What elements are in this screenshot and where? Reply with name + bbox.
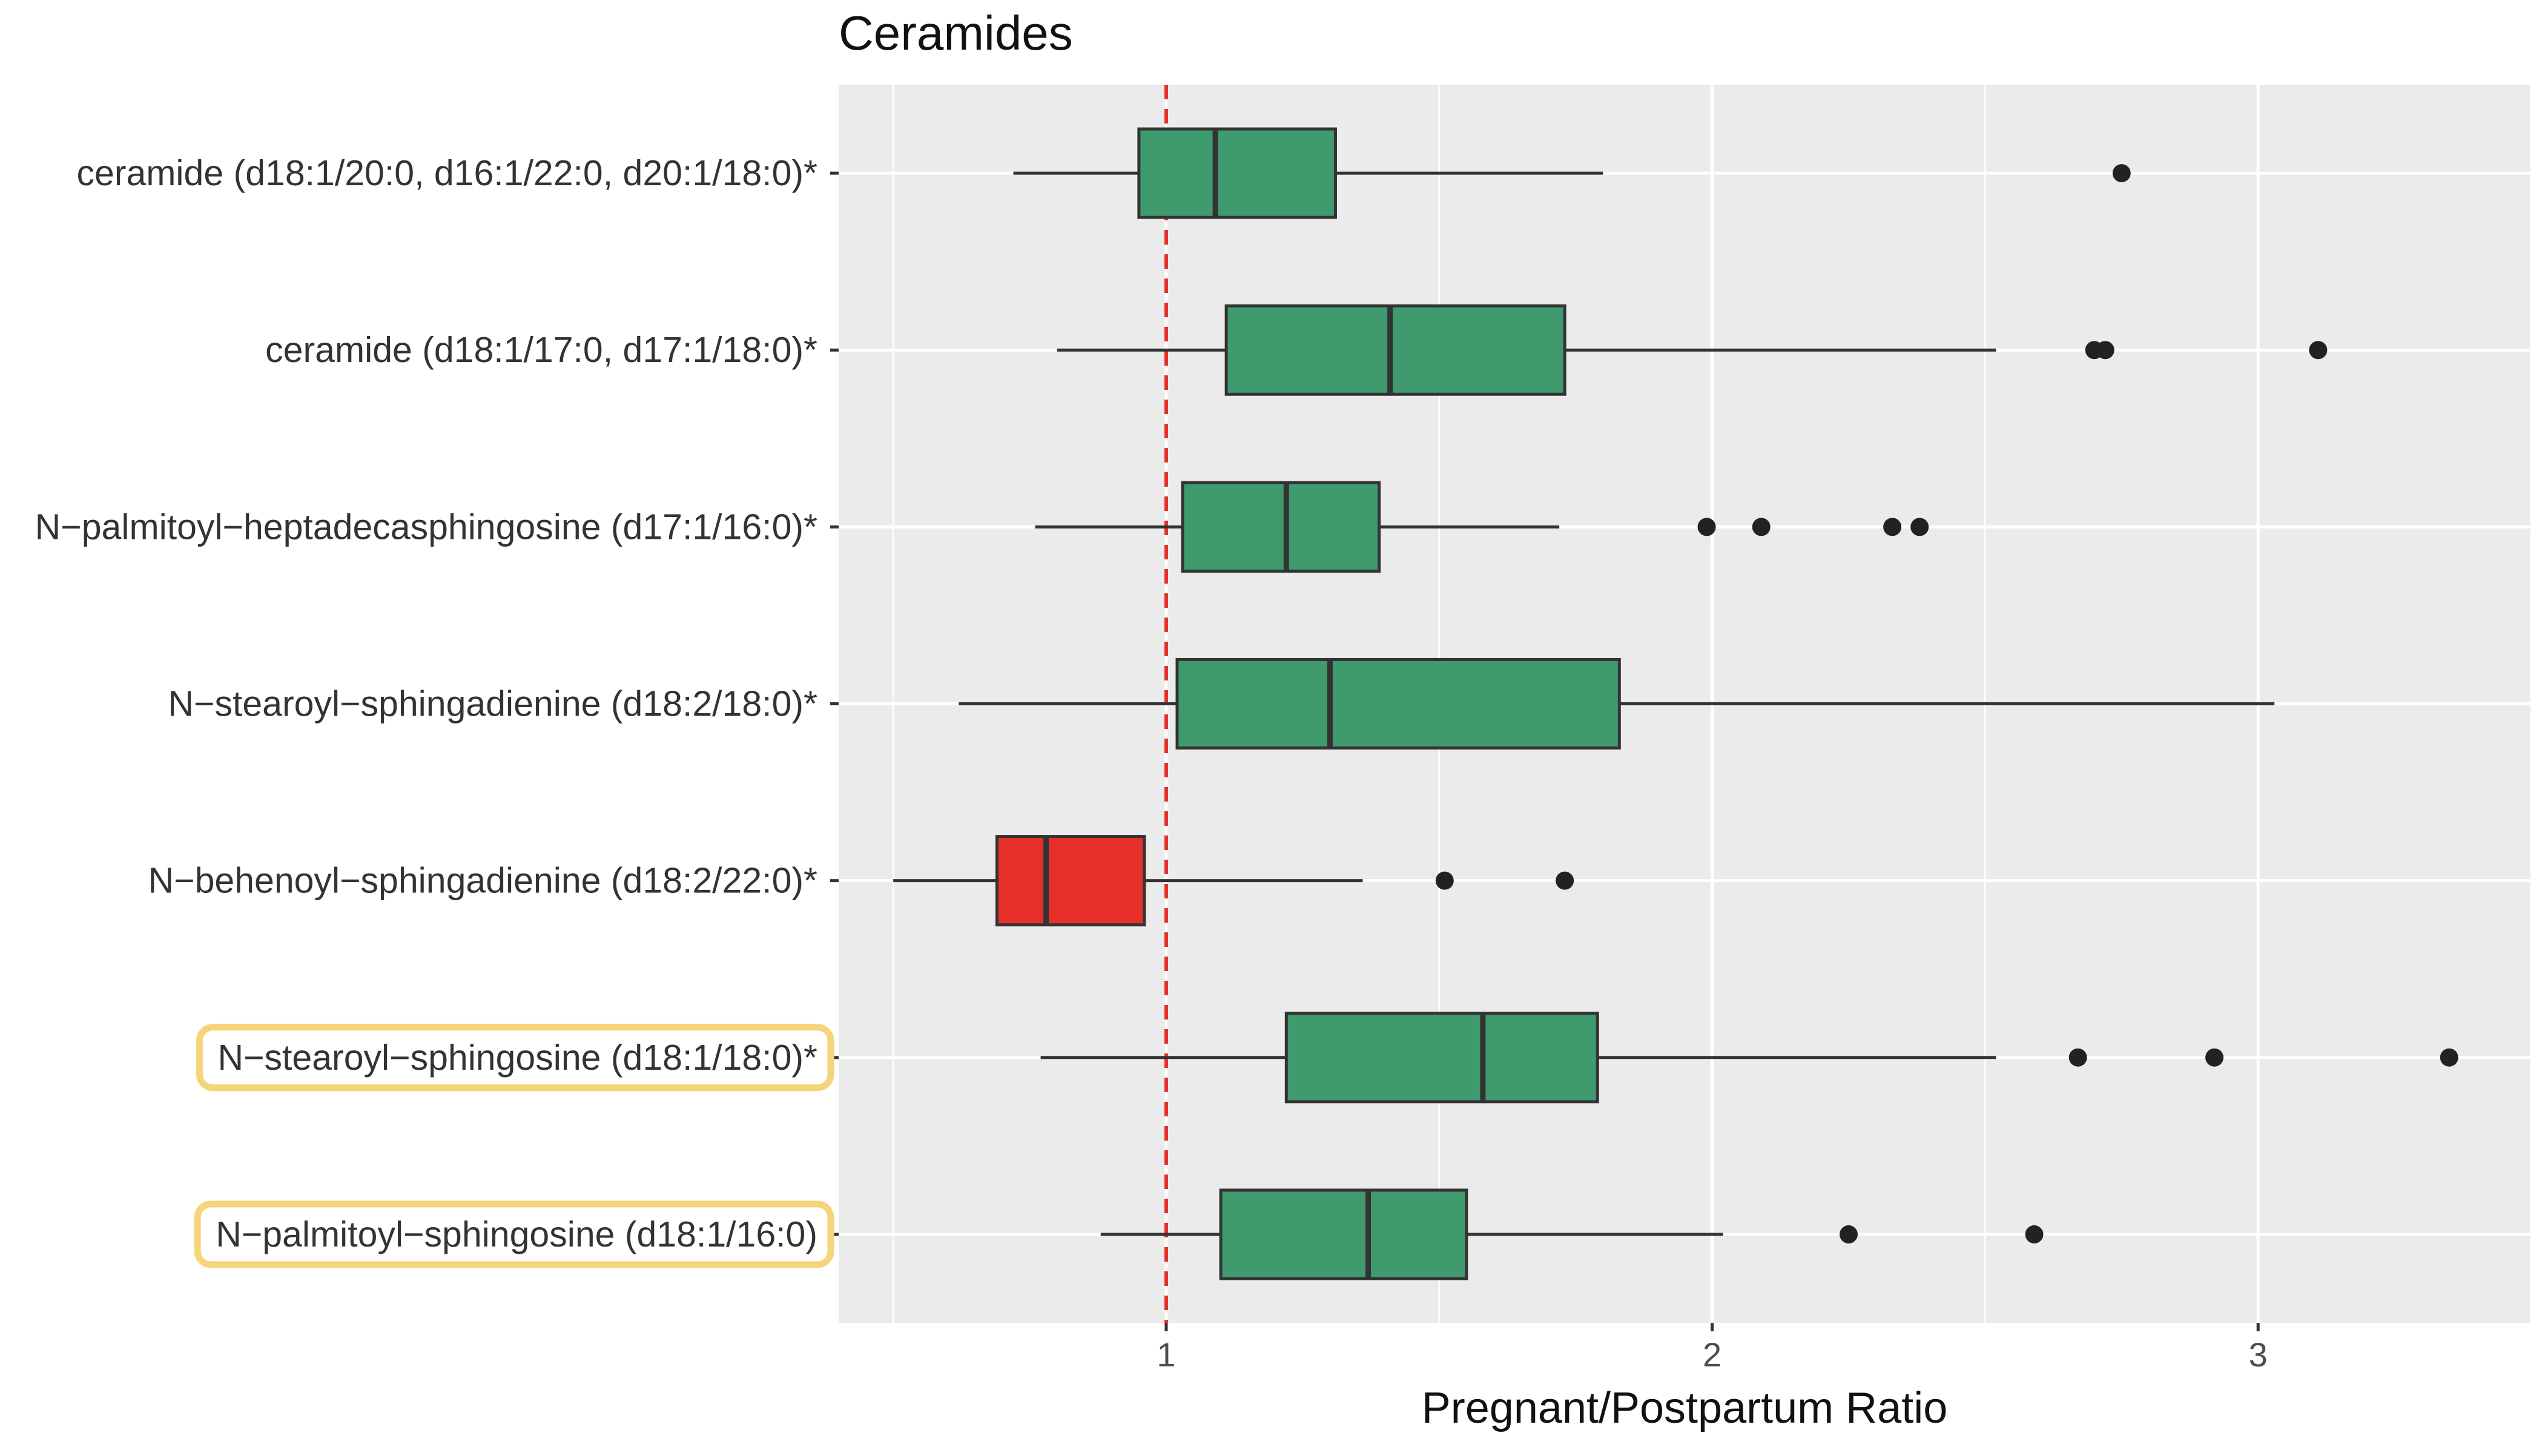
chart-title: Ceramides [839,6,1073,60]
y-tick-label: N−stearoyl−sphingadienine (d18:2/18:0)* [168,684,817,724]
outlier-point [2112,164,2131,183]
box-iqr [1219,1188,1468,1280]
y-axis-labels: ceramide (d18:1/20:0, d16:1/22:0, d20:1/… [35,153,839,1268]
y-tick-label: N−palmitoyl−sphingosine (d18:1/16:0) [216,1214,817,1254]
outlier-point [1752,518,1771,536]
y-tick-label: ceramide (d18:1/17:0, d17:1/18:0)* [265,330,817,370]
outlier-point [1883,518,1902,536]
outlier-point [1839,1225,1858,1244]
label-highlight-box [194,1201,834,1268]
box-iqr [1181,481,1381,573]
box-iqr [1175,657,1621,750]
outlier-point [1910,518,1929,536]
box-iqr [995,835,1146,927]
y-tick-label: N−behenoyl−sphingadienine (d18:2/22:0)* [148,861,818,901]
x-axis-title: Pregnant/Postpartum Ratio [1422,1384,1947,1432]
outlier-point [2025,1225,2044,1244]
x-tick-label: 2 [1703,1336,1721,1374]
y-tick-label: N−stearoyl−sphingosine (d18:1/18:0)* [217,1038,817,1078]
outlier-point [1435,871,1454,890]
outlier-point [2440,1048,2458,1067]
outlier-point [2205,1048,2224,1067]
outlier-point [1697,518,1716,536]
label-highlight-box [196,1024,834,1092]
outliers-group [1435,164,2458,1244]
x-axis: 1 2 3 [1157,1323,2268,1374]
outlier-point [2309,341,2328,360]
outlier-point [2096,341,2114,360]
x-tick-label: 3 [2249,1336,2268,1374]
box-iqr [1224,304,1566,396]
outlier-point [2068,1048,2087,1067]
x-tick-label: 1 [1157,1336,1175,1374]
box-iqr [1284,1012,1599,1104]
outlier-point [1556,871,1574,890]
y-tick-label: ceramide (d18:1/20:0, d16:1/22:0, d20:1/… [77,153,818,193]
box-iqr [1137,127,1337,219]
boxes-group [893,127,2275,1280]
y-tick-label: N−palmitoyl−heptadecasphingosine (d17:1/… [35,507,817,547]
